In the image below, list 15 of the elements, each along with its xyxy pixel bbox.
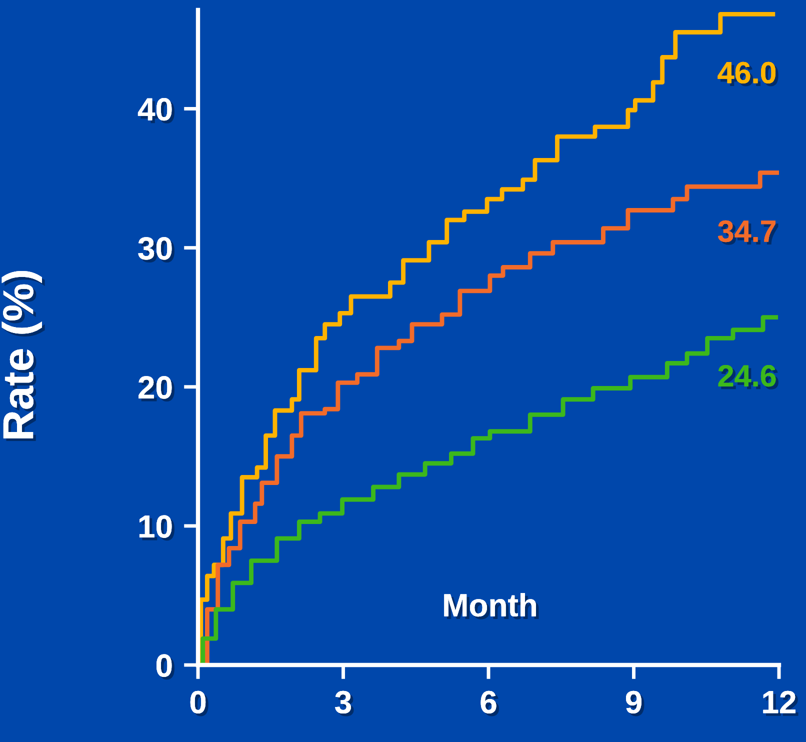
y-tick-label: 20	[138, 376, 174, 402]
x-tick-label: 3	[335, 690, 354, 716]
annotation: 34.7	[718, 220, 778, 245]
y-tick-label: 10	[139, 515, 174, 541]
x-tick-label: 0	[190, 690, 208, 716]
y-tick-label: 0	[156, 654, 174, 680]
annotation: 24.6	[718, 365, 778, 390]
annotation: 46.0	[718, 62, 778, 86]
x-tick-label: 9	[626, 690, 644, 716]
y-axis-title: Rate (%)	[2, 271, 45, 442]
x-tick-label: 6	[480, 690, 500, 716]
x-axis-title: Month	[444, 593, 539, 620]
x-tick-label: 12	[763, 690, 798, 716]
y-tick-label: 30	[138, 237, 174, 263]
y-tick-label: 40	[138, 98, 174, 124]
